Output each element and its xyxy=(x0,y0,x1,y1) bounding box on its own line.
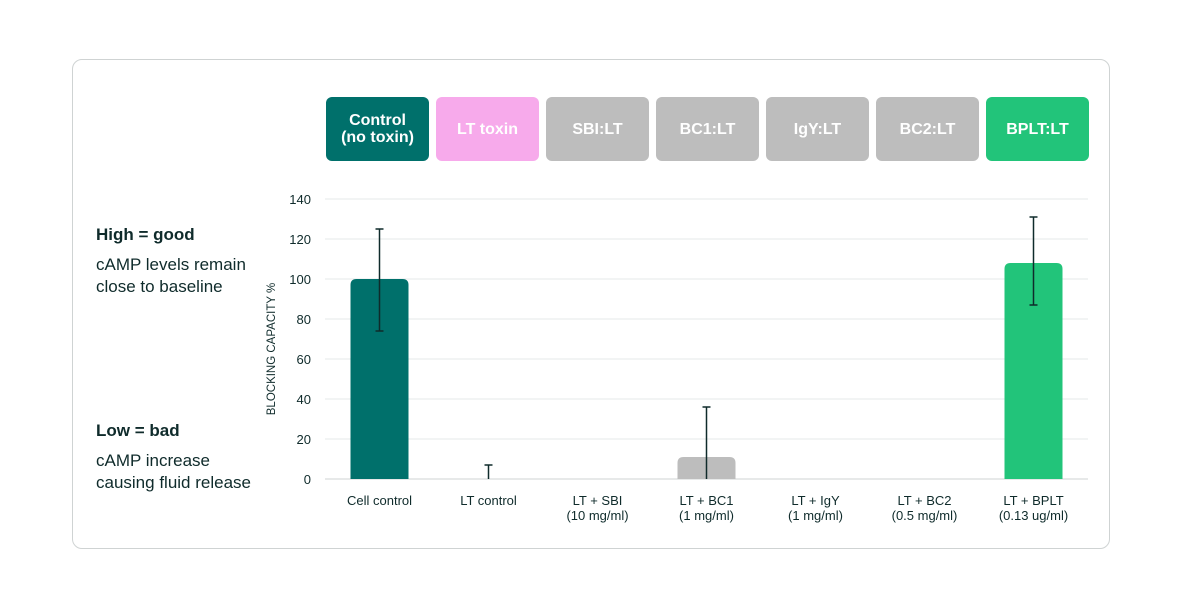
y-tick-label: 0 xyxy=(304,472,311,487)
x-tick-label: LT + IgY xyxy=(791,493,840,508)
legend-chip: BPLT:LT xyxy=(986,97,1089,161)
x-tick-label: (0.5 mg/ml) xyxy=(892,508,958,523)
legend-chip: Control (no toxin) xyxy=(326,97,429,161)
legend-chip: BC2:LT xyxy=(876,97,979,161)
legend-chip: SBI:LT xyxy=(546,97,649,161)
x-tick-label: (1 mg/ml) xyxy=(679,508,734,523)
x-tick-label: LT + BPLT xyxy=(1003,493,1063,508)
x-tick-label: LT + BC1 xyxy=(679,493,733,508)
x-tick-label: LT + SBI xyxy=(573,493,623,508)
bar xyxy=(350,279,409,479)
x-tick-label: Cell control xyxy=(347,493,412,508)
y-tick-label: 40 xyxy=(297,392,311,407)
x-tick-label: (0.13 ug/ml) xyxy=(999,508,1068,523)
bar xyxy=(1004,263,1063,479)
x-tick-label: LT control xyxy=(460,493,517,508)
y-tick-label: 60 xyxy=(297,352,311,367)
x-tick-label: (1 mg/ml) xyxy=(788,508,843,523)
y-tick-label: 120 xyxy=(289,232,311,247)
low-bad-text: cAMP increase causing fluid release xyxy=(96,451,251,492)
y-axis-label: BLOCKING CAPACITY % xyxy=(266,283,278,416)
low-bad-title: Low = bad xyxy=(96,421,180,440)
high-good-text: cAMP levels remain close to baseline xyxy=(96,255,246,296)
legend-chip: IgY:LT xyxy=(766,97,869,161)
y-tick-label: 100 xyxy=(289,272,311,287)
x-tick-label: LT + BC2 xyxy=(897,493,951,508)
y-tick-label: 140 xyxy=(289,192,311,207)
legend-chip: BC1:LT xyxy=(656,97,759,161)
y-tick-label: 80 xyxy=(297,312,311,327)
x-tick-label: (10 mg/ml) xyxy=(566,508,628,523)
legend-chip: LT toxin xyxy=(436,97,539,161)
high-good-title: High = good xyxy=(96,225,195,244)
y-tick-label: 20 xyxy=(297,432,311,447)
